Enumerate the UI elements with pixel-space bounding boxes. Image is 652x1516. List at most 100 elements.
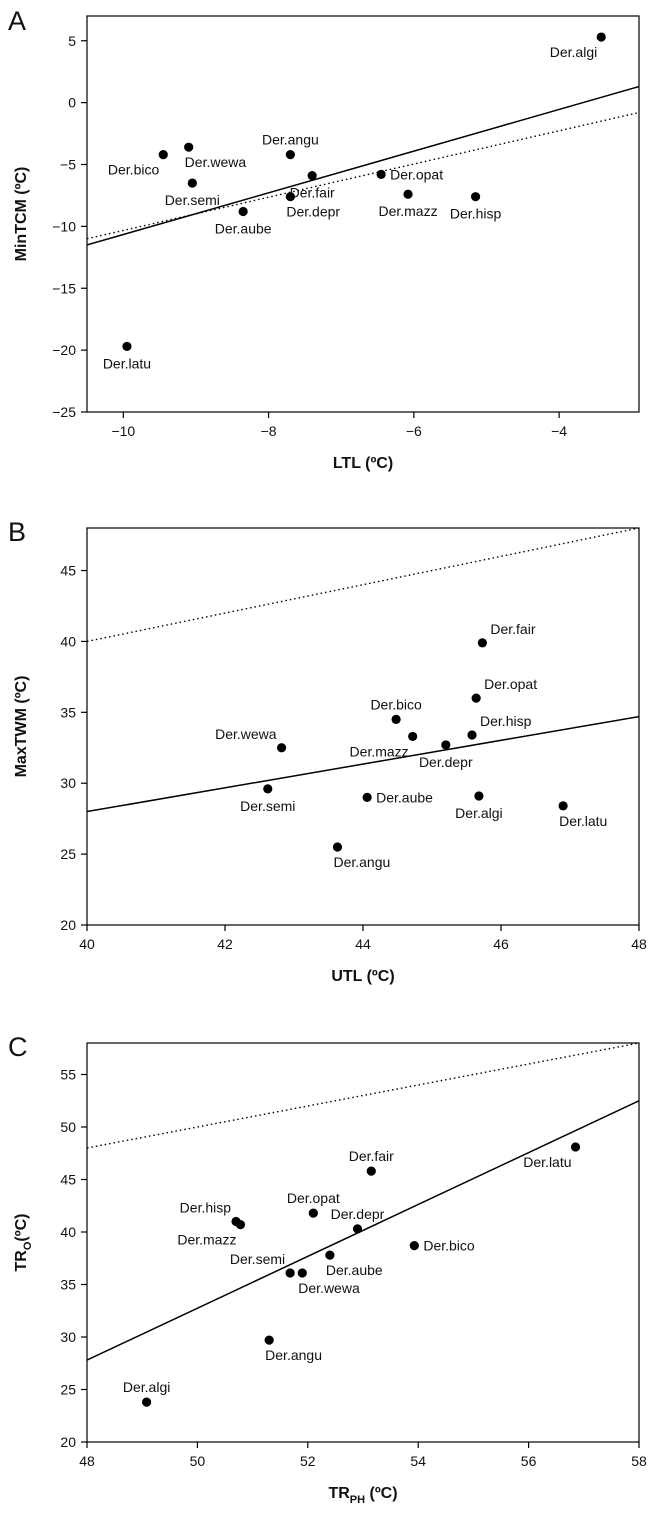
x-tick-label: −4 (551, 423, 567, 439)
y-tick-label: 45 (60, 1172, 76, 1188)
point-label: Der.depr (419, 754, 473, 770)
data-point (158, 150, 168, 160)
x-tick-label: 46 (493, 936, 509, 952)
point-label: Der.hisp (450, 206, 502, 222)
panel-letter: C (8, 1032, 28, 1062)
x-axis-title: LTL (ºC) (333, 455, 393, 472)
point-label: Der.opat (484, 676, 537, 692)
point-label: Der.opat (390, 166, 443, 182)
point-label: Der.angu (262, 132, 319, 148)
point-label: Der.hisp (180, 1200, 232, 1216)
x-tick-label: 44 (355, 936, 371, 952)
point-label: Der.opat (287, 1190, 340, 1206)
plot-frame (86, 1042, 640, 1443)
data-point (376, 169, 386, 179)
x-axis-title-subscript: PH (350, 1494, 365, 1506)
x-tick-label: −8 (261, 423, 277, 439)
data-point (122, 341, 132, 352)
data-point (235, 1220, 246, 1230)
x-tick-label: 40 (79, 936, 95, 952)
point-label: Der.semi (240, 798, 295, 814)
y-tick-label: −10 (52, 218, 76, 234)
data-point (467, 730, 477, 740)
point-label: Der.aube (376, 789, 433, 805)
data-point (285, 1268, 295, 1278)
reference-line-dotted (87, 111, 639, 240)
y-tick-label: 20 (60, 917, 76, 933)
point-label: Der.semi (230, 1251, 285, 1267)
point-label: Der.fair (490, 621, 535, 637)
panel-letter: A (8, 6, 26, 36)
point-label: Der.aube (215, 221, 272, 237)
data-point (362, 792, 372, 802)
data-point (470, 192, 481, 202)
point-label: Der.fair (290, 185, 335, 201)
x-tick-label: 54 (410, 1453, 426, 1469)
data-point (307, 171, 317, 181)
point-label: Der.fair (349, 1148, 394, 1164)
data-point (352, 1224, 363, 1234)
x-tick-label: 42 (217, 936, 233, 952)
y-axis-title-main: MaxTWM (ºC) (13, 676, 30, 778)
x-tick-label: 52 (300, 1453, 316, 1469)
reference-line-dotted (87, 1043, 639, 1149)
x-tick-label: 56 (521, 1453, 537, 1469)
y-axis-title-subscript: O (22, 1241, 34, 1250)
data-point (558, 801, 568, 811)
point-label: Der.depr (286, 204, 340, 220)
data-point (285, 150, 295, 160)
data-point (238, 206, 248, 217)
y-tick-label: 45 (60, 563, 76, 579)
panel-a: A −10 −8 −6 −4 −25 −20 −15 −10 −5 0 5 LTL (ºC) MinTCM… (8, 6, 640, 472)
x-axis-title-main: LTL (ºC) (333, 455, 393, 472)
data-point (325, 1250, 335, 1260)
point-label: Der.bico (423, 1238, 475, 1254)
point-label: Der.mazz (350, 743, 409, 759)
regression-line-solid (87, 1100, 639, 1361)
plot-frame (86, 15, 640, 413)
point-label: Der.latu (559, 813, 607, 829)
point-label: Der.wewa (298, 1280, 360, 1296)
point-label: Der.angu (265, 1347, 322, 1363)
y-axis-title: TRO(ºC) (13, 1214, 34, 1272)
data-point (187, 178, 197, 188)
y-tick-label: −15 (52, 280, 76, 296)
point-label: Der.mazz (177, 1232, 236, 1248)
regression-line-solid (87, 715, 639, 813)
x-tick-label: 48 (631, 936, 647, 952)
y-tick-label: 25 (60, 1382, 76, 1398)
point-label: Der.algi (123, 1379, 170, 1395)
y-axis-title: MinTCM (ºC) (13, 167, 30, 262)
y-tick-label: 0 (68, 95, 76, 111)
y-tick-label: 5 (68, 33, 76, 49)
y-tick-label: 55 (60, 1067, 76, 1083)
x-tick-label: 48 (79, 1453, 95, 1469)
point-label: Der.aube (326, 1262, 383, 1278)
x-tick-label: 58 (631, 1453, 647, 1469)
panel-b: B 40 42 44 46 48 20 25 30 35 40 45 UTL (ºC) MaxTWM (º… (8, 517, 647, 985)
panel-letter: B (8, 517, 26, 547)
x-axis-title-main: TR (328, 1485, 350, 1502)
point-label: Der.hisp (480, 713, 532, 729)
data-point (403, 189, 413, 199)
y-axis-title-unit: (ºC) (13, 1214, 30, 1242)
x-tick-label: −6 (406, 423, 422, 439)
data-point (477, 638, 487, 648)
regression-line-solid (87, 85, 639, 246)
point-label: Der.algi (455, 805, 502, 821)
x-axis-title-main: UTL (ºC) (331, 968, 394, 985)
y-tick-label: 35 (60, 1277, 76, 1293)
data-point (596, 32, 606, 42)
y-tick-label: −5 (60, 157, 76, 173)
data-point (297, 1268, 307, 1278)
y-tick-label: 20 (60, 1434, 76, 1450)
x-tick-label: 50 (190, 1453, 206, 1469)
data-point (441, 740, 451, 750)
point-label: Der.angu (333, 854, 390, 870)
data-point (409, 1241, 419, 1251)
y-tick-label: 30 (60, 775, 76, 791)
data-point (285, 192, 295, 202)
y-tick-label: 50 (60, 1119, 76, 1135)
point-label: Der.wewa (215, 726, 277, 742)
